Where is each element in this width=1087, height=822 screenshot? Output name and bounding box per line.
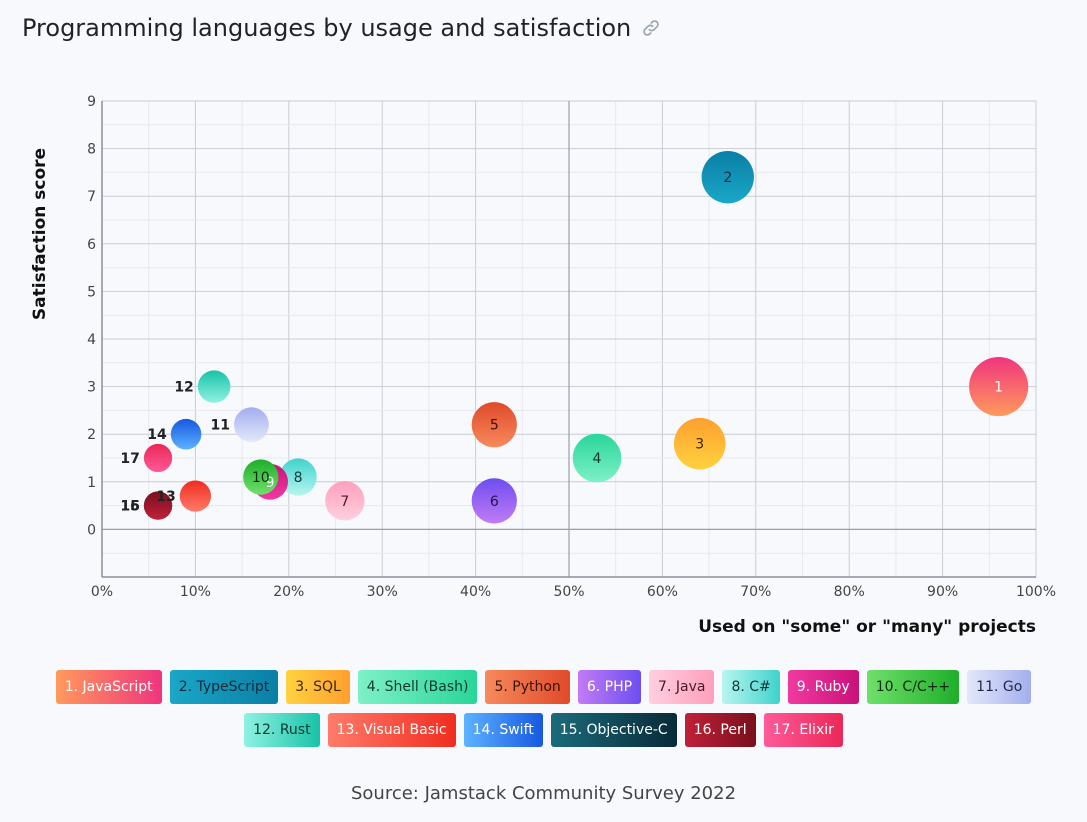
legend-item-2[interactable]: 2. TypeScript [169, 670, 279, 704]
x-axis-label: Used on "some" or "many" projects [698, 617, 1036, 637]
y-tick-label: 4 [87, 332, 96, 348]
bubble-12 [197, 370, 231, 403]
y-tick-label: 8 [87, 142, 96, 158]
bubble-label: 11 [211, 418, 230, 434]
x-tick-label: 50% [553, 584, 584, 600]
bubble-4 [572, 433, 622, 483]
legend-item-17[interactable]: 17. Elixir [763, 713, 843, 747]
bubble-11 [234, 407, 269, 443]
x-tick-label: 10% [180, 584, 211, 600]
legend-item-7[interactable]: 7. Java [649, 670, 715, 704]
x-tick-label: 100% [1016, 584, 1056, 600]
y-tick-label: 1 [87, 475, 96, 491]
x-tick-label: 20% [273, 584, 304, 600]
x-tick-label: 40% [460, 584, 491, 600]
legend-item-15[interactable]: 15. Objective-C [550, 713, 677, 747]
legend-item-11[interactable]: 11. Go [967, 670, 1032, 704]
bubble-6 [471, 478, 517, 524]
bubble-2 [701, 150, 754, 204]
legend-row: 12. Rust 13. Visual Basic 14. Swift 15. Obj… [0, 713, 1087, 747]
title-row: Programming languages by usage and satis… [22, 14, 661, 42]
y-tick-label: 2 [87, 427, 96, 443]
y-tick-label: 9 [87, 94, 96, 110]
bubble-7 [325, 481, 365, 521]
bubble-label: 14 [147, 427, 167, 443]
bubble-17 [143, 443, 173, 473]
legend: 1. JavaScript 2. TypeScript 3. SQL 4. Shell… [0, 670, 1087, 756]
legend-row: 1. JavaScript 2. TypeScript 3. SQL 4. Shell… [0, 670, 1087, 704]
bubble-label: 8 [294, 470, 303, 486]
bubble-label: 16 [120, 499, 139, 515]
bubble-5 [471, 402, 517, 448]
bubble-label: 4 [593, 451, 602, 467]
bubble-label: 15 [120, 499, 139, 515]
bubble-label: 9 [266, 475, 275, 491]
y-tick-label: 3 [87, 380, 96, 396]
legend-item-5[interactable]: 5. Python [485, 670, 570, 704]
source-note: Source: Jamstack Community Survey 2022 [350, 783, 737, 804]
legend-item-4[interactable]: 4. Shell (Bash) [357, 670, 478, 704]
bubble-label: 12 [174, 380, 193, 396]
bubble-label: 6 [490, 494, 499, 510]
y-axis-label: Satisfaction score [30, 148, 50, 320]
x-tick-label: 70% [740, 584, 771, 600]
y-tick-label: 7 [87, 189, 96, 205]
legend-item-6[interactable]: 6. PHP [577, 670, 642, 704]
bubble-1 [969, 357, 1029, 417]
y-tick-label: 6 [87, 237, 96, 253]
bubble-10 [243, 459, 279, 495]
y-tick-label: 5 [87, 284, 96, 300]
bubble-label: 5 [490, 418, 499, 434]
y-tick-label: 0 [87, 522, 96, 538]
bubble-label: 13 [156, 489, 175, 505]
page-title: Programming languages by usage and satis… [22, 14, 632, 42]
bubble-label: 1 [994, 380, 1003, 396]
legend-item-14[interactable]: 14. Swift [463, 713, 543, 747]
x-tick-label: 0% [91, 584, 113, 600]
legend-item-1[interactable]: 1. JavaScript [55, 670, 162, 704]
bubble-label: 3 [695, 437, 704, 453]
x-tick-label: 90% [927, 584, 958, 600]
x-tick-label: 30% [367, 584, 398, 600]
legend-item-13[interactable]: 13. Visual Basic [327, 713, 456, 747]
bubble-label: 2 [723, 170, 732, 186]
bubble-label: 7 [340, 494, 349, 510]
link-icon[interactable] [641, 18, 661, 38]
bubble-label: 10 [252, 470, 270, 486]
bubble-label: 17 [120, 451, 139, 467]
legend-item-9[interactable]: 9. Ruby [787, 670, 859, 704]
x-tick-label: 80% [834, 584, 865, 600]
bubble-3 [673, 417, 726, 470]
legend-item-16[interactable]: 16. Perl [684, 713, 756, 747]
x-tick-label: 60% [647, 584, 678, 600]
legend-item-8[interactable]: 8. C# [722, 670, 780, 704]
legend-item-12[interactable]: 12. Rust [244, 713, 320, 747]
bubble-14 [170, 418, 202, 450]
bubble-chart: 0% 10% 20% 30% 40% 50% 60% 70% 80% 90% 100%0123456… [30, 94, 1056, 637]
bubble-16 [143, 491, 173, 520]
bubble-8 [279, 458, 317, 496]
legend-item-3[interactable]: 3. SQL [286, 670, 350, 704]
legend-item-10[interactable]: 10. C/C++ [866, 670, 960, 704]
bubble-13 [179, 480, 212, 512]
